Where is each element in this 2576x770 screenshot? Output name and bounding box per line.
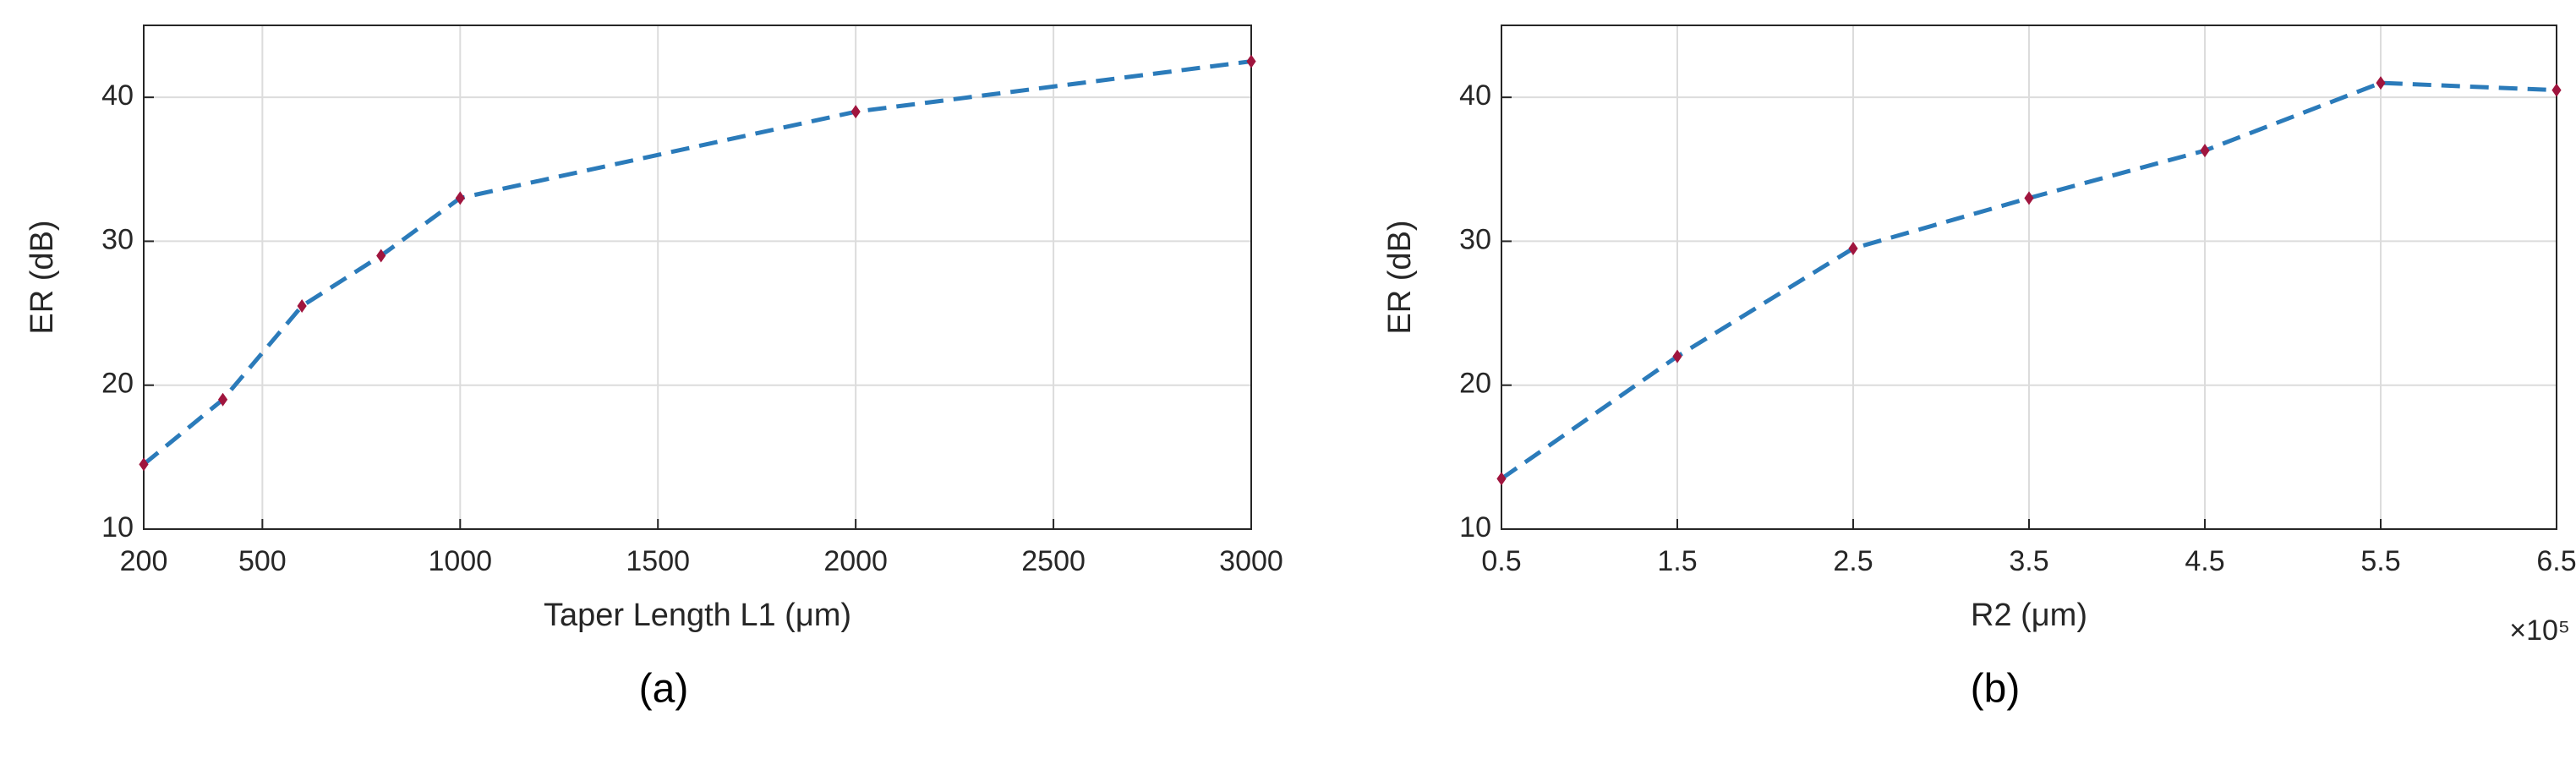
x-tick-label: 0.5 (1481, 545, 1521, 577)
y-tick-label: 30 (1459, 223, 1491, 255)
y-axis-label: ER (dB) (25, 220, 60, 334)
data-point (376, 248, 386, 263)
data-point (850, 105, 861, 119)
y-tick-label: 40 (1459, 79, 1491, 112)
x-tick-label: 2000 (823, 545, 888, 577)
data-point (2200, 144, 2210, 158)
data-point (2024, 191, 2034, 205)
data-point (2376, 76, 2386, 90)
data-point (2551, 83, 2562, 97)
x-tick-label: 200 (120, 545, 168, 577)
data-point (1848, 241, 1858, 255)
y-axis-label: ER (dB) (1382, 220, 1418, 334)
x-tick-label: 2.5 (1833, 545, 1873, 577)
x-tick-label: 1000 (428, 545, 492, 577)
x-tick-label: 6.5 (2536, 545, 2576, 577)
y-tick-label: 20 (1459, 368, 1491, 400)
x-tick-label: 1.5 (1657, 545, 1697, 577)
x-tick-label: 1500 (626, 545, 690, 577)
axes-frame (1501, 25, 2557, 530)
x-tick-label: 4.5 (2185, 545, 2224, 577)
x-tick-label: 500 (238, 545, 287, 577)
data-point (139, 457, 149, 472)
plot-area (144, 25, 1251, 529)
x-exponent: ×10⁵ (2509, 614, 2570, 647)
x-tick-label: 3.5 (2009, 545, 2048, 577)
y-tick-label: 10 (1459, 511, 1491, 543)
x-tick-label: 5.5 (2360, 545, 2400, 577)
x-tick-label: 3000 (1219, 545, 1283, 577)
data-point (217, 392, 228, 407)
x-tick-label: 2500 (1021, 545, 1086, 577)
data-point (1672, 349, 1682, 363)
y-tick-label: 40 (101, 79, 134, 112)
data-point (297, 299, 307, 314)
data-point (1496, 472, 1507, 486)
caption: (b) (1971, 667, 2021, 712)
x-axis-label: R2 (μm) (1971, 598, 2087, 633)
caption: (a) (639, 667, 689, 712)
data-point (1246, 54, 1256, 68)
y-tick-label: 20 (101, 368, 134, 400)
y-tick-label: 30 (101, 223, 134, 255)
x-axis-label: Taper Length L1 (μm) (544, 598, 851, 633)
axes-frame (143, 25, 1252, 530)
y-tick-label: 10 (101, 511, 134, 543)
data-point (455, 191, 465, 205)
